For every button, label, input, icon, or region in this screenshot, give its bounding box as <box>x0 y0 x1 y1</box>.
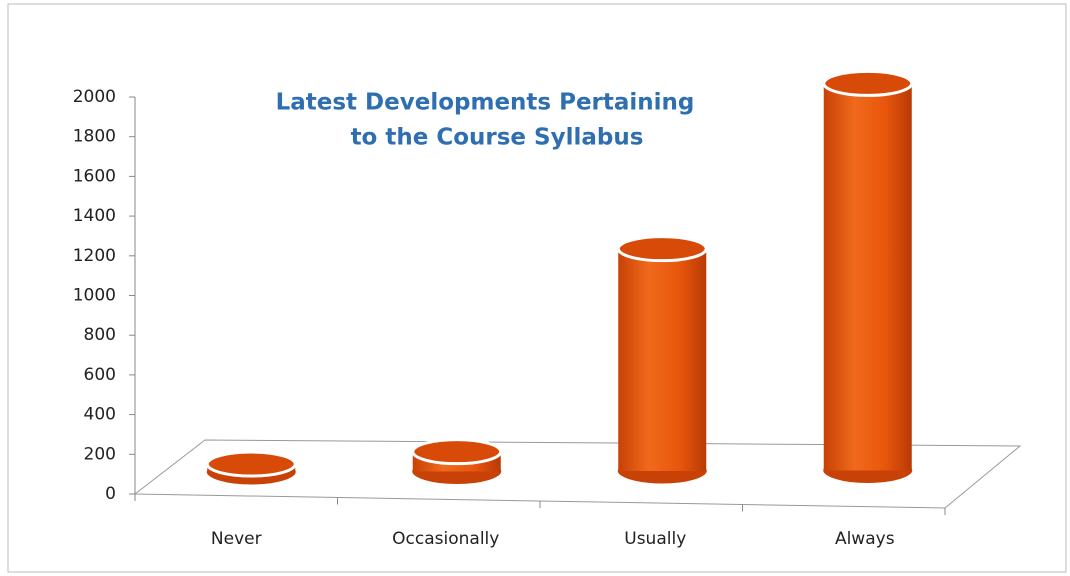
y-tick-label: 1800 <box>73 127 116 147</box>
chart-title: Latest Developments Pertaining <box>276 90 695 116</box>
x-tick-label: Usually <box>624 529 686 549</box>
y-tick-label: 400 <box>84 405 116 425</box>
x-tick-label: Occasionally <box>392 529 499 549</box>
y-tick-label: 1400 <box>73 206 116 226</box>
y-tick-label: 1000 <box>73 286 116 306</box>
chart-title: to the Course Syllabus <box>351 125 644 151</box>
bar <box>823 83 912 471</box>
y-tick-label: 200 <box>84 444 116 464</box>
y-tick-label: 1200 <box>73 246 116 266</box>
y-tick-label: 0 <box>105 484 116 504</box>
bar-top <box>616 235 708 263</box>
y-tick-label: 2000 <box>73 87 116 107</box>
bar-top <box>822 69 914 97</box>
x-tick-label: Always <box>835 529 895 549</box>
y-tick-label: 1600 <box>73 166 116 186</box>
floor <box>133 439 1022 509</box>
bar-top <box>205 450 297 478</box>
bar <box>618 248 707 471</box>
y-tick-label: 800 <box>84 325 116 345</box>
y-tick-label: 600 <box>84 365 116 385</box>
bar-top <box>411 438 503 466</box>
x-tick-label: Never <box>211 529 262 549</box>
